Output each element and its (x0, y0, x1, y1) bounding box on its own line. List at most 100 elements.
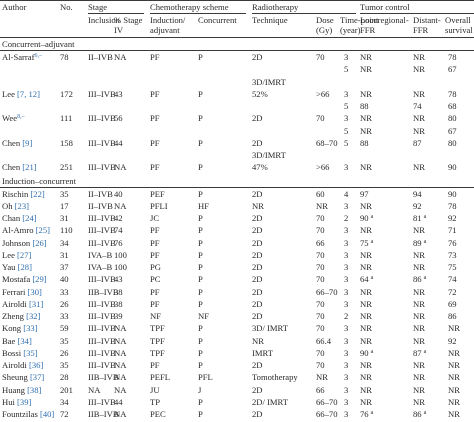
patient-count: 172 (60, 88, 73, 99)
reference-link[interactable]: [35] (23, 347, 38, 358)
radio-subrule (252, 13, 356, 14)
ffr-value: NR (413, 311, 425, 321)
concurrent-regimen: P (198, 137, 203, 148)
footnote-marker: a (370, 214, 374, 220)
time-point: 3 (344, 88, 349, 99)
reference-link[interactable]: [38] (27, 384, 42, 395)
induction-regimen: PC (150, 274, 161, 285)
header-radiotherapy: Radiotherapy (252, 2, 299, 12)
reference-link[interactable]: [27] (17, 249, 32, 260)
reference-link[interactable]: [7, 12] (17, 88, 40, 99)
stage-inclusion: II–IVB (88, 200, 113, 211)
reference-link[interactable]: [34] (17, 335, 32, 346)
stage-iv-percent: 100 (114, 262, 127, 272)
ffr-value: 64 (360, 274, 369, 285)
distant-ffr: NR (413, 126, 425, 136)
reference-link[interactable]: [9] (22, 137, 33, 148)
overall-survival: 78 (448, 200, 457, 211)
stage-inclusion: III–IVB (88, 396, 116, 407)
stage-iv-percent: 42 (114, 213, 123, 223)
distant-ffr: NR (413, 250, 425, 260)
reference-link[interactable]: [24] (22, 213, 37, 223)
tumor-subrule (360, 13, 474, 14)
header-dose-1: Dose (316, 15, 334, 25)
patient-count: 78 (60, 52, 69, 62)
rt-dose: 70 (316, 262, 325, 272)
author-cell: Ferrari [30] (2, 287, 42, 297)
locoregional-ffr: 90 a (360, 348, 373, 358)
locoregional-ffr: NR (360, 323, 372, 333)
stage-inclusion: III–IVB (88, 225, 116, 236)
locoregional-ffr: NR (360, 225, 372, 235)
locoregional-ffr: NR (360, 162, 372, 172)
rt-dose: >66 (316, 88, 330, 99)
time-point: 3 (344, 347, 349, 358)
overall-survival: 80 (448, 113, 457, 124)
locoregional-ffr: NR (360, 64, 372, 74)
ffr-value: 97 (360, 188, 369, 199)
reference-superscript[interactable]: 6,– (34, 53, 42, 59)
time-point: 3 (344, 372, 349, 383)
stage-subrule (88, 13, 144, 14)
overall-survival: NR (448, 323, 460, 334)
patient-count: 26 (60, 347, 69, 358)
reference-link[interactable]: [37] (29, 372, 45, 383)
patient-count: 35 (60, 335, 69, 346)
ffr-value: NR (413, 52, 425, 62)
patient-count: 31 (60, 213, 69, 223)
overall-survival: 90 (448, 162, 457, 173)
overall-survival: 92 (448, 335, 457, 346)
ffr-value: NR (360, 125, 372, 136)
patient-count: 201 (60, 384, 73, 395)
distant-ffr: NR (413, 113, 425, 123)
author-cell: Oh [23] (2, 201, 29, 211)
rt-technique: IMRT (252, 347, 273, 358)
reference-superscript[interactable]: 8,– (17, 114, 25, 121)
reference-link[interactable]: [40] (39, 409, 55, 419)
reference-link[interactable]: [36] (28, 360, 44, 370)
time-point: 3 (344, 225, 349, 236)
rt-technique: 2D (252, 249, 263, 260)
reference-link[interactable]: [25] (35, 225, 50, 236)
induction-regimen: PF (150, 360, 160, 370)
reference-link[interactable]: [32] (26, 311, 41, 321)
patient-count: 34 (60, 237, 69, 248)
induction-regimen: PEFL (150, 372, 171, 383)
author-name: Kong (2, 323, 24, 334)
reference-link[interactable]: [33] (23, 323, 38, 334)
reference-link[interactable]: [31] (28, 298, 44, 309)
reference-link[interactable]: [21] (22, 162, 37, 173)
top-rule (0, 0, 474, 1)
rt-dose: 66 (316, 384, 325, 395)
reference-link[interactable]: [22] (30, 188, 45, 199)
rt-dose: 66 (316, 237, 325, 248)
rt-dose: 70 (316, 360, 325, 370)
rt-technique: 2D/ IMRT (252, 396, 289, 407)
footnote-marker: a (423, 238, 427, 245)
reference-link[interactable]: [39] (17, 396, 32, 407)
distant-ffr: NR (413, 89, 425, 99)
footnote-marker: a (370, 275, 374, 282)
overall-survival: 71 (448, 225, 457, 236)
ffr-value: NR (360, 298, 372, 309)
locoregional-ffr: 88 (360, 138, 369, 148)
reference-link[interactable]: [30] (27, 286, 42, 297)
reference-link[interactable]: [29] (32, 274, 47, 285)
rt-technique: 2D (252, 213, 263, 223)
stage-iv-percent: 38 (114, 286, 123, 297)
reference-link[interactable]: [26] (32, 237, 47, 248)
time-point: 3 (344, 274, 349, 285)
author-name: Chan (2, 213, 23, 223)
rt-dose: 70 (316, 213, 325, 223)
induction-regimen: PF (150, 113, 160, 124)
stage-inclusion: IIB–IVB (88, 409, 119, 419)
reference-link[interactable]: [28] (17, 262, 32, 272)
reference-link[interactable]: [23] (14, 200, 29, 211)
concurrent-regimen: HF (198, 200, 209, 211)
ffr-value: NR (413, 162, 425, 173)
stage-inclusion: IIB–IVB (88, 286, 119, 297)
locoregional-ffr: NR (360, 372, 372, 382)
concurrent-regimen: P (198, 262, 203, 272)
distant-ffr: 81 a (413, 213, 426, 223)
stage-inclusion: III–IVB (88, 360, 116, 370)
